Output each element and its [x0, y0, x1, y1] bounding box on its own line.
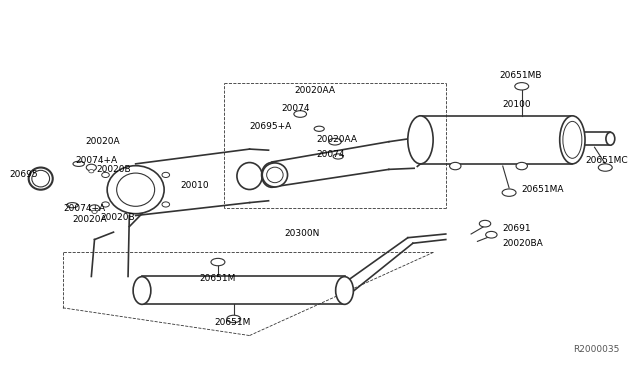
Text: R2000035: R2000035 [573, 345, 620, 354]
Ellipse shape [102, 202, 109, 207]
Text: 20074: 20074 [281, 104, 310, 113]
Ellipse shape [102, 172, 109, 177]
Ellipse shape [314, 126, 324, 131]
Ellipse shape [479, 220, 491, 227]
Ellipse shape [449, 162, 461, 170]
Text: 20300N: 20300N [284, 230, 320, 238]
Ellipse shape [262, 163, 282, 187]
Ellipse shape [227, 315, 241, 323]
Ellipse shape [86, 164, 97, 171]
Ellipse shape [262, 163, 287, 187]
Ellipse shape [133, 277, 151, 304]
Ellipse shape [329, 138, 341, 145]
Text: 20100: 20100 [503, 100, 531, 109]
Ellipse shape [563, 121, 582, 158]
Ellipse shape [67, 203, 78, 208]
Text: 20020A: 20020A [85, 137, 120, 146]
Ellipse shape [32, 170, 49, 187]
Ellipse shape [267, 167, 283, 183]
Text: 20020AA: 20020AA [316, 135, 357, 144]
Ellipse shape [502, 189, 516, 196]
Ellipse shape [294, 111, 307, 117]
Text: 20020BA: 20020BA [503, 239, 543, 248]
Ellipse shape [516, 162, 527, 170]
Ellipse shape [90, 205, 100, 211]
Text: 20020AA: 20020AA [294, 86, 335, 94]
Ellipse shape [162, 172, 170, 177]
Text: 20020B: 20020B [97, 165, 131, 174]
Ellipse shape [89, 170, 94, 173]
Text: 20651MC: 20651MC [585, 155, 628, 165]
Text: 20651M: 20651M [199, 274, 236, 283]
Text: 20074+A: 20074+A [63, 203, 105, 213]
Ellipse shape [29, 167, 52, 190]
Ellipse shape [486, 231, 497, 238]
Ellipse shape [515, 83, 529, 90]
Text: 20695+A: 20695+A [250, 122, 292, 131]
Ellipse shape [335, 277, 353, 304]
Ellipse shape [211, 259, 225, 266]
Text: 20020A: 20020A [72, 215, 107, 224]
Text: 20010: 20010 [180, 182, 209, 190]
Text: 20651M: 20651M [215, 318, 251, 327]
Text: 20695: 20695 [9, 170, 38, 179]
Ellipse shape [560, 116, 585, 164]
Ellipse shape [598, 164, 612, 171]
Text: 20651MB: 20651MB [500, 71, 542, 80]
Text: 20074+A: 20074+A [76, 155, 118, 165]
Text: 20651MA: 20651MA [522, 185, 564, 194]
Text: 20691: 20691 [503, 224, 531, 233]
Ellipse shape [606, 132, 615, 145]
Text: 20074: 20074 [316, 150, 344, 159]
Ellipse shape [116, 173, 155, 206]
Ellipse shape [107, 166, 164, 214]
Ellipse shape [92, 210, 97, 214]
Ellipse shape [333, 154, 343, 159]
Text: 20020B: 20020B [101, 213, 136, 222]
Ellipse shape [408, 116, 433, 164]
Ellipse shape [237, 163, 262, 189]
Ellipse shape [73, 161, 84, 166]
Ellipse shape [162, 202, 170, 207]
